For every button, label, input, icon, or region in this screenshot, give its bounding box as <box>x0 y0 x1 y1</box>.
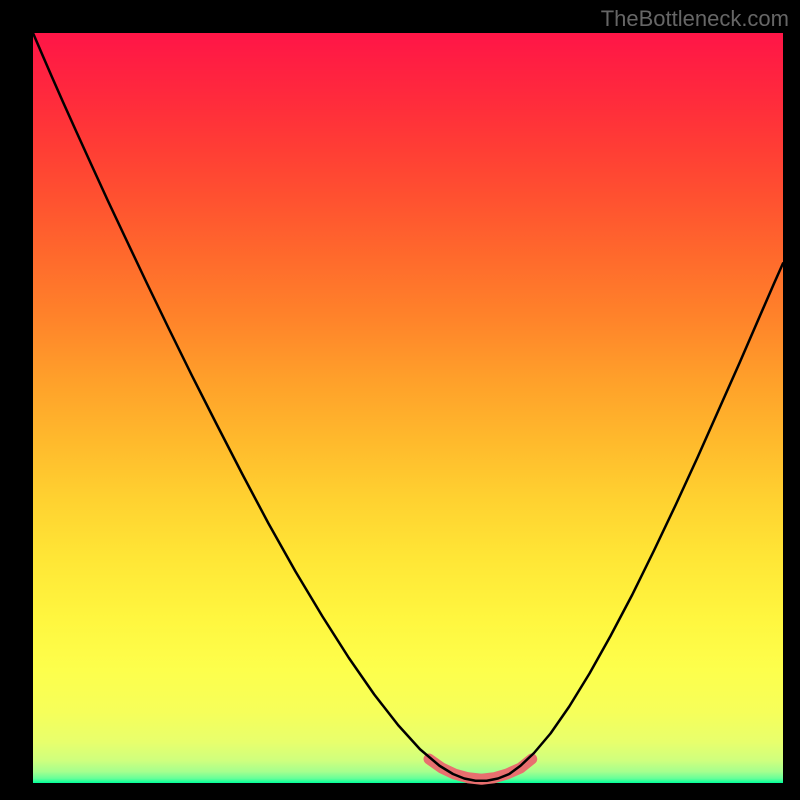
plot-area <box>33 33 783 783</box>
chart-canvas: TheBottleneck.com <box>0 0 800 800</box>
curve-layer <box>33 33 783 783</box>
bottleneck-curve <box>33 33 783 781</box>
watermark-text: TheBottleneck.com <box>601 6 789 32</box>
